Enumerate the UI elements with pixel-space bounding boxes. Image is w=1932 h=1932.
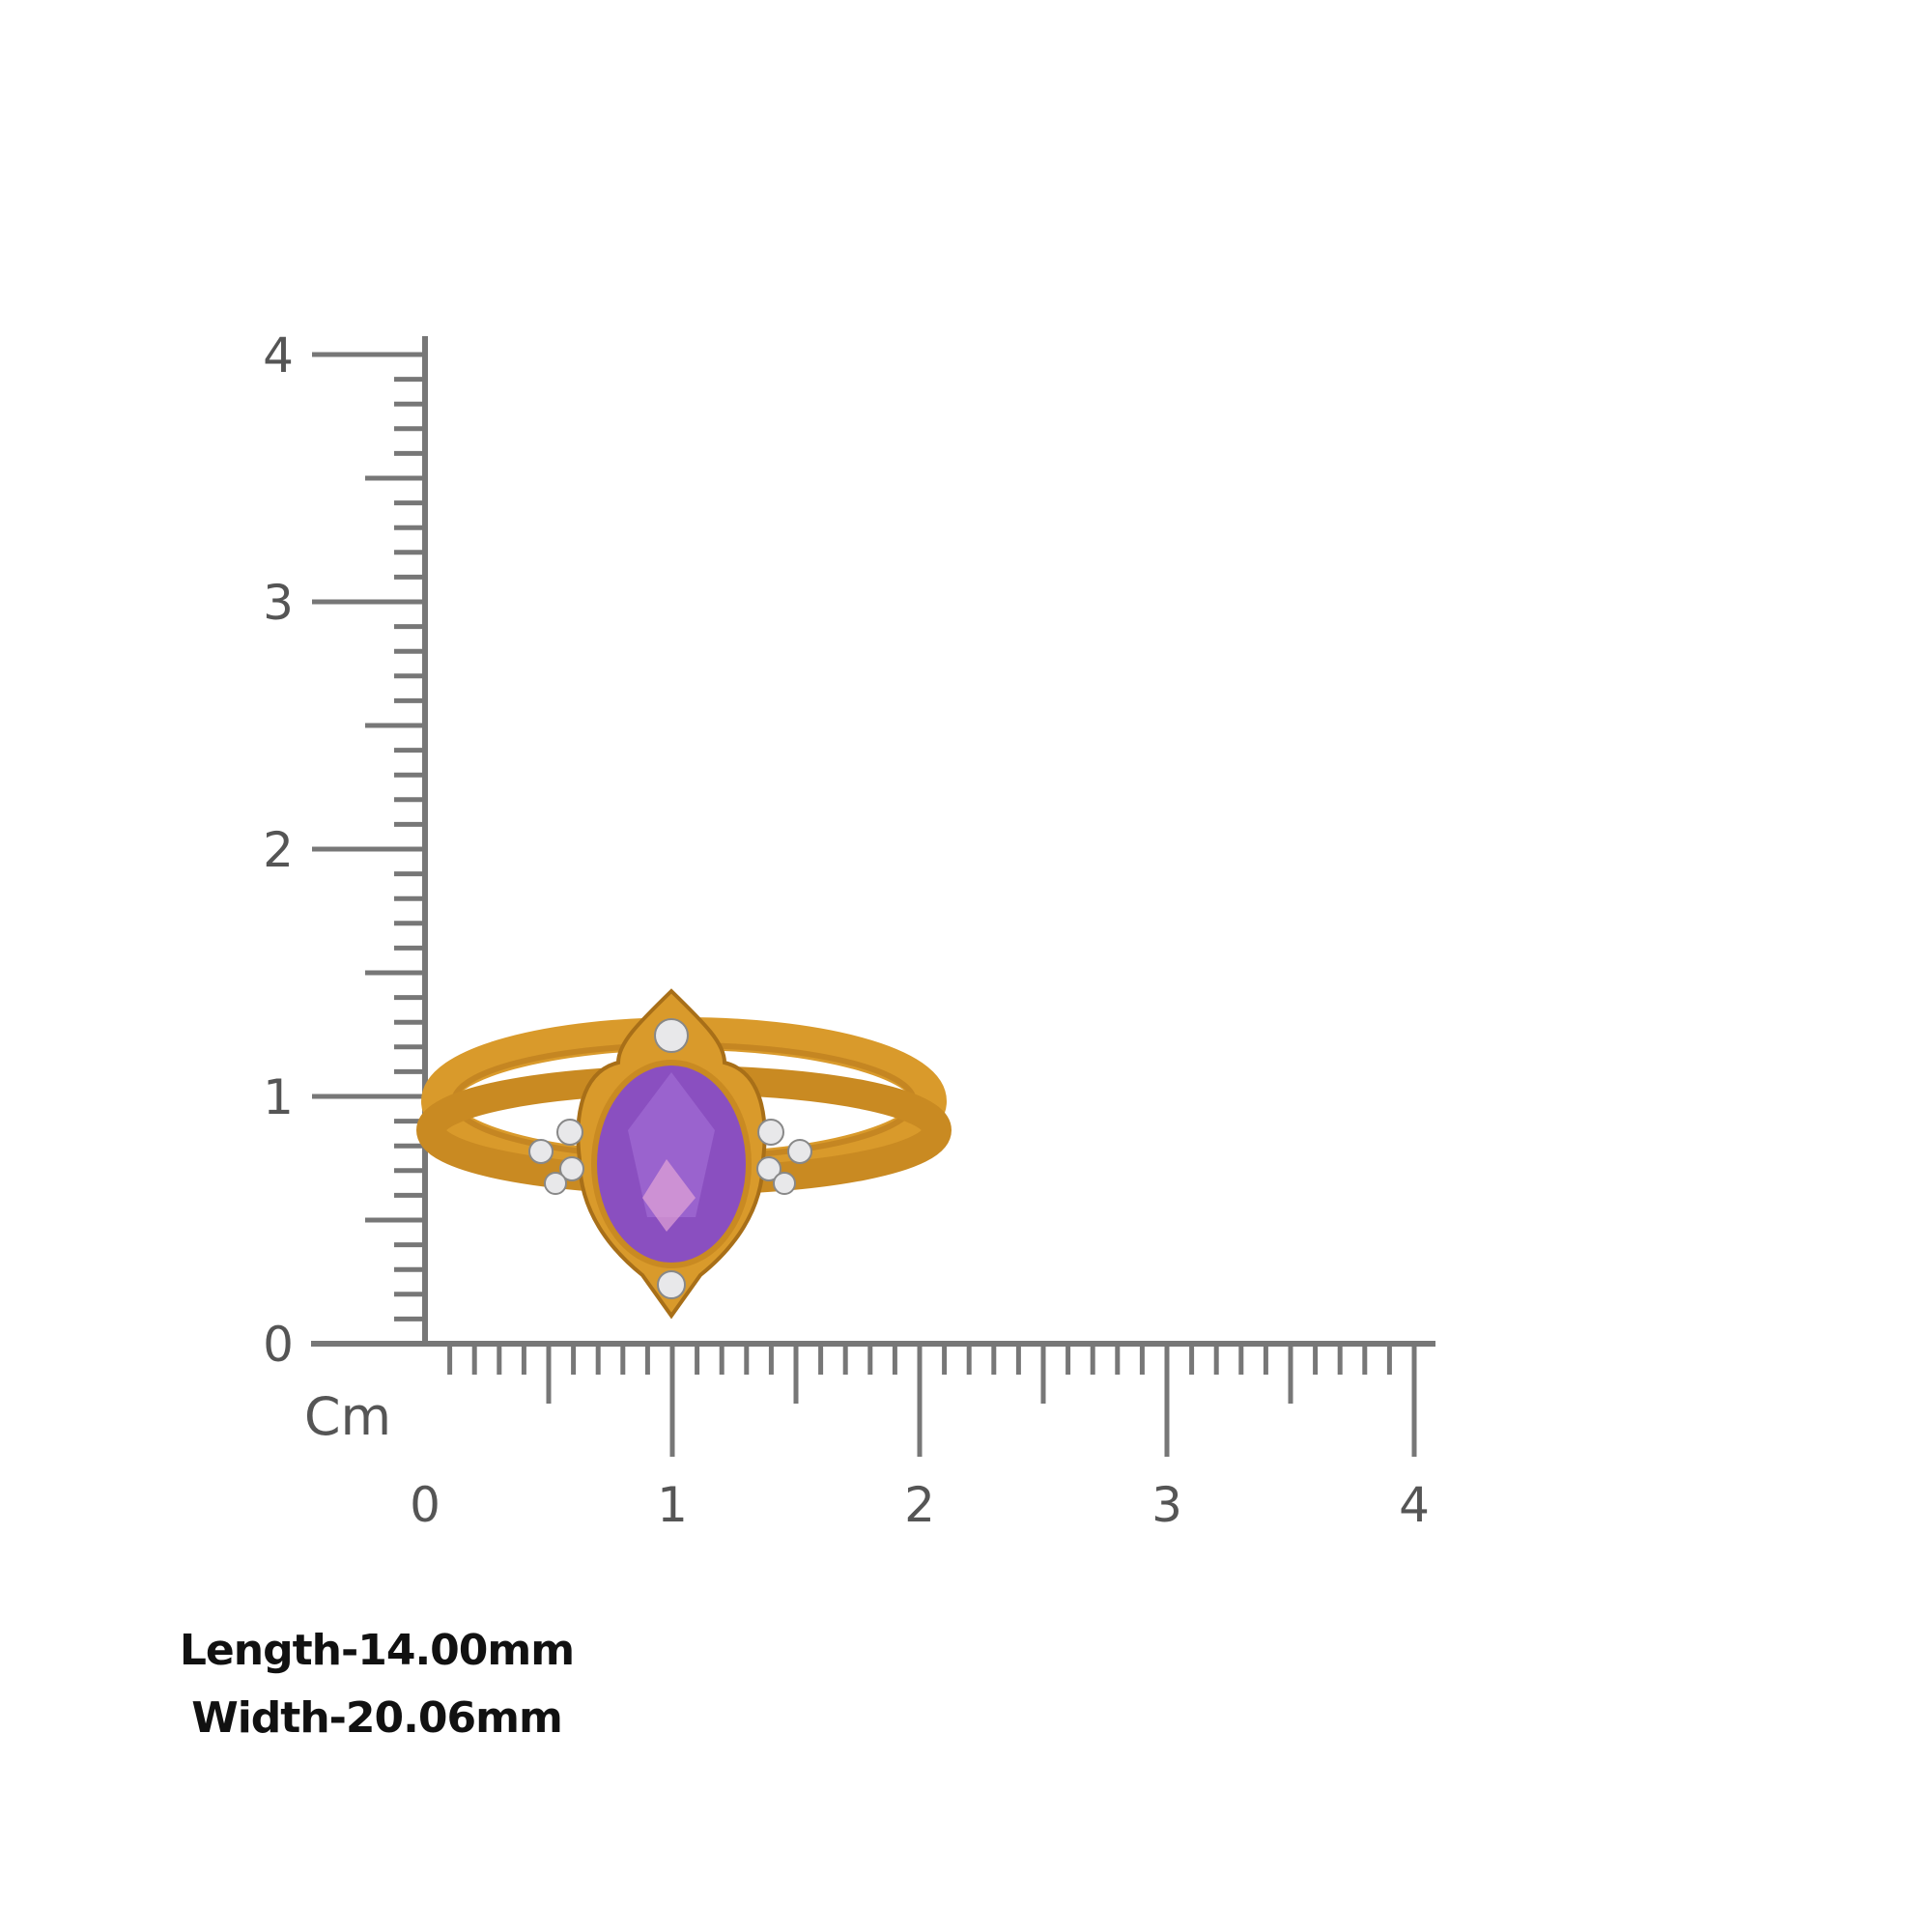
- y-label-3: 3: [263, 575, 294, 631]
- y-label-2: 2: [263, 822, 294, 878]
- unit-label: Cm: [304, 1386, 391, 1447]
- x-label-4: 4: [1399, 1477, 1430, 1533]
- x-label-1: 1: [657, 1477, 688, 1533]
- x-label-2: 2: [904, 1477, 935, 1533]
- y-label-1: 1: [263, 1069, 294, 1125]
- x-label-3: 3: [1151, 1477, 1182, 1533]
- ruler-ticks: [312, 352, 1417, 1457]
- side-diamonds: [528, 1018, 812, 1299]
- length-label: Length-14.00mm: [179, 1626, 575, 1675]
- y-label-4: 4: [263, 327, 294, 384]
- width-label: Width-20.06mm: [191, 1693, 563, 1743]
- x-label-0: 0: [410, 1477, 440, 1533]
- y-label-0: 0: [263, 1317, 294, 1373]
- ring-image: [416, 988, 952, 1320]
